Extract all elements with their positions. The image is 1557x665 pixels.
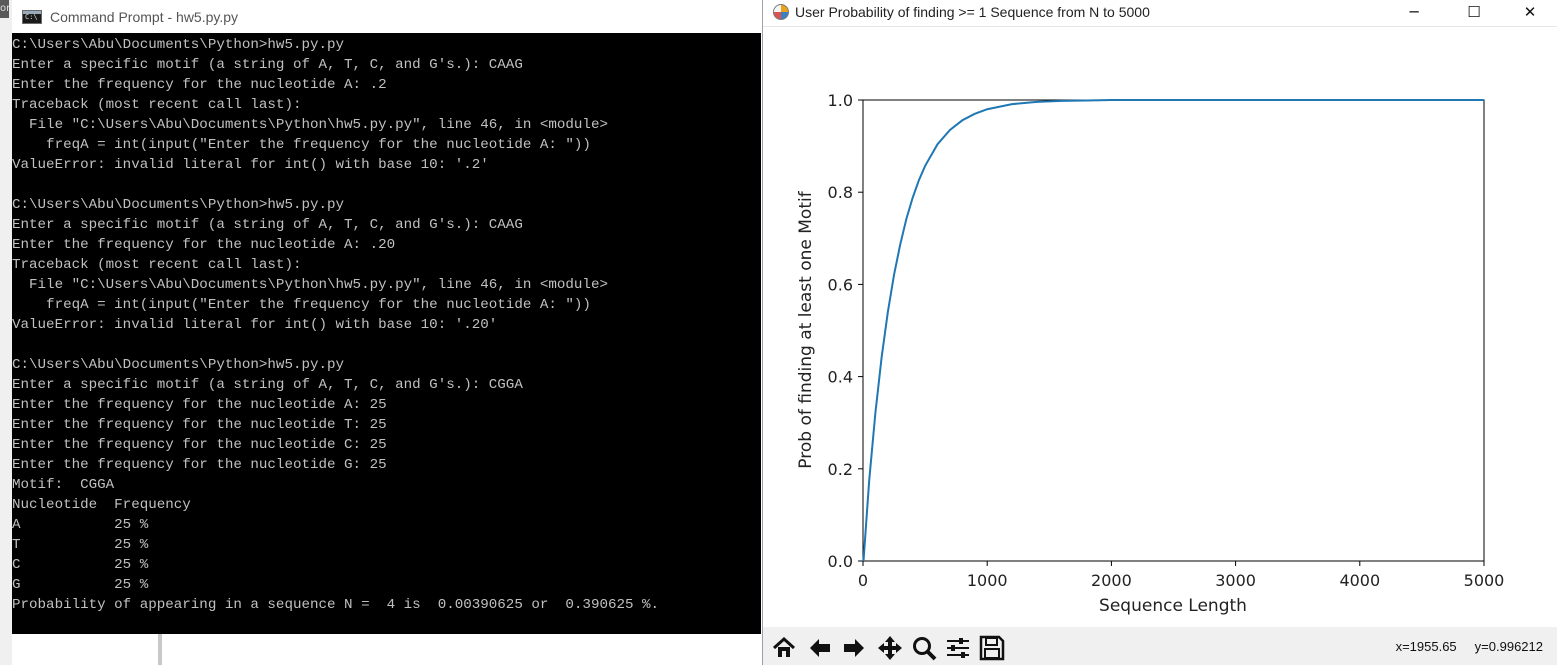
python-figure-icon [773,4,789,20]
figure-window-title: User Probability of finding >= 1 Sequenc… [795,4,1150,20]
configure-subplots-icon [947,638,969,658]
close-icon: ✕ [1523,3,1537,21]
console-line: File "C:\Users\Abu\Documents\Python\hw5.… [12,117,608,133]
cursor-y-readout: y=0.996212 [1474,639,1543,654]
back-button[interactable] [805,633,835,663]
x-tick-label: 3000 [1215,571,1256,590]
console-line: Enter the frequency for the nucleotide A… [12,397,387,413]
x-tick-label: 1000 [967,571,1008,590]
pan-button[interactable] [875,633,905,663]
figure-titlebar[interactable]: User Probability of finding >= 1 Sequenc… [763,0,1557,24]
window-divider [158,634,162,665]
cursor-coordinates: x=1955.65 y=0.996212 [1396,639,1543,654]
y-tick-label: 0.4 [828,368,853,387]
axes-frame [862,99,1485,562]
console-line: C:\Users\Abu\Documents\Python>hw5.py.py [12,357,345,373]
x-tick-label: 4000 [1339,571,1380,590]
console-line: Enter a specific motif (a string of A, T… [12,377,523,393]
console-line: Nucleotide Frequency [12,497,191,513]
configure-subplots-button[interactable] [943,633,973,663]
console-line: Enter the frequency for the nucleotide A… [12,237,396,253]
minimize-button[interactable]: ─ [1391,0,1437,24]
y-axis-label: Prob of finding at least one Motif [796,190,816,468]
x-tick-label: 5000 [1464,571,1505,590]
save-icon [979,635,1005,661]
cmd-bottom-area [12,634,762,665]
home-button[interactable] [769,633,799,663]
cursor-x-readout: x=1955.65 [1395,639,1457,654]
back-icon [810,639,830,657]
console-line: Enter the frequency for the nucleotide C… [12,437,387,453]
x-axis-label: Sequence Length [1099,596,1247,616]
console-line: T 25 % [12,537,149,553]
console-line: Enter a specific motif (a string of A, T… [12,217,523,233]
y-tick-label: 0.6 [828,275,853,294]
console-line: Traceback (most recent call last): [12,97,302,113]
titlebar-divider [763,26,1557,27]
console-line [12,175,761,195]
maximize-icon: ☐ [1467,3,1481,21]
y-tick-label: 1.0 [828,91,853,110]
forward-icon [844,639,864,657]
console-line: Traceback (most recent call last): [12,257,302,273]
console-line: Enter the frequency for the nucleotide T… [12,417,387,433]
zoom-button[interactable] [909,633,939,663]
console-line: Enter a specific motif (a string of A, T… [12,57,523,73]
close-button[interactable]: ✕ [1507,0,1553,24]
y-tick-label: 0.2 [828,460,853,479]
minimize-icon: ─ [1409,3,1419,21]
axis-ticks: 0 1000 2000 3000 4000 5000 0.0 0.2 0.4 0.6 0.8 1.0 [828,91,1505,590]
console-line: Enter the frequency for the nucleotide G… [12,457,387,473]
console-line: Probability of appearing in a sequence N… [12,597,660,613]
command-prompt-icon [22,9,42,24]
series-line [862,99,1484,562]
line-chart[interactable]: 0 1000 2000 3000 4000 50000.00.20.40.60.81.0 … [763,27,1557,627]
console-line: C:\Users\Abu\Documents\Python>hw5.py.py [12,37,345,53]
console-line: freqA = int(input("Enter the frequency f… [12,297,591,313]
console-line: ValueError: invalid literal for int() wi… [12,317,498,333]
console-line: Motif: CGGA [12,477,115,493]
pan-icon [878,636,902,660]
console-line: freqA = int(input("Enter the frequency f… [12,137,591,153]
console-line: Enter the frequency for the nucleotide A… [12,77,387,93]
forward-button[interactable] [839,633,869,663]
console-line: C:\Users\Abu\Documents\Python>hw5.py.py [12,197,345,213]
console-line: ValueError: invalid literal for int() wi… [12,157,489,173]
maximize-button[interactable]: ☐ [1451,0,1497,24]
desktop-edge [0,0,12,665]
console-line: A 25 % [12,517,149,533]
command-prompt-window[interactable]: or Command Prompt - hw5.py.py C:\Users\A… [0,0,762,665]
zoom-icon [913,637,937,661]
console-line: G 25 % [12,577,149,593]
cmd-titlebar[interactable]: Command Prompt - hw5.py.py [12,0,762,33]
figure-window[interactable]: User Probability of finding >= 1 Sequenc… [762,0,1557,665]
home-icon [772,636,796,657]
console-line: C 25 % [12,557,149,573]
console-line: File "C:\Users\Abu\Documents\Python\hw5.… [12,277,608,293]
console-output[interactable]: C:\Users\Abu\Documents\Python>hw5.py.py E… [12,33,761,634]
x-tick-label: 0 [858,571,868,590]
save-button[interactable] [977,633,1007,663]
background-window-label: or [0,0,9,18]
x-tick-label: 2000 [1091,571,1132,590]
cmd-window-title: Command Prompt - hw5.py.py [50,8,239,25]
y-tick-label: 0.0 [828,552,853,571]
plot-canvas[interactable]: 0 1000 2000 3000 4000 5000 0.0 0.2 0.4 0.6 0.8 1.0 … [763,27,1557,627]
console-line [12,335,761,355]
plot-toolbar: x=1955.65 y=0.996212 [763,627,1557,665]
y-tick-label: 0.8 [828,183,853,202]
